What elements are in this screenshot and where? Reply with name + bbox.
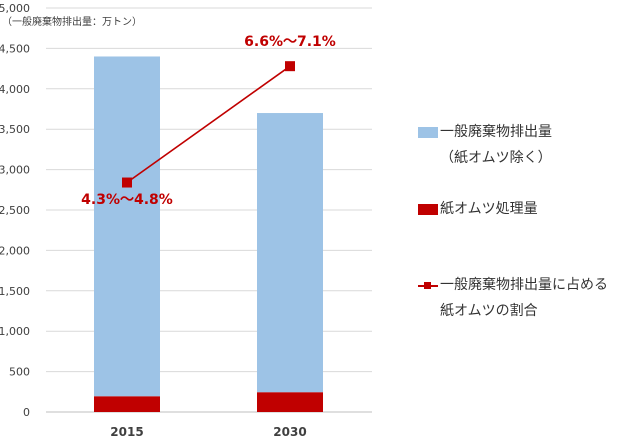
legend-swatch-line — [418, 280, 438, 291]
x-tick-label: 2015 — [110, 425, 143, 438]
bar-segment — [257, 392, 323, 412]
ratio-line — [126, 65, 291, 184]
x-axis: 2015 2030 — [110, 425, 306, 438]
y-tick-label: 2,000 — [0, 244, 30, 257]
bar-segment — [94, 56, 160, 397]
legend-item-diaper-volume[interactable]: 紙オムツ処理量 — [418, 196, 538, 222]
ratio-marker — [285, 61, 295, 72]
ratio-marker — [122, 177, 132, 188]
y-tick-label: 4,000 — [0, 83, 30, 96]
legend-label: 紙オムツの割合 — [440, 303, 538, 319]
bar-line-chart: 0 500 1,000 1,500 2,000 2,500 3,000 3,500 4,000 4… — [0, 2, 372, 438]
legend: 一般廃棄物排出量 （紙オムツ除く） — [418, 119, 552, 171]
bar-segment — [257, 113, 323, 393]
legend-label: 一般廃棄物排出量 — [440, 124, 552, 140]
y-axis: 0 500 1,000 1,500 2,000 2,500 3,000 3,500 4,000 4… — [0, 2, 30, 419]
legend-label: 一般廃棄物排出量に占める — [440, 277, 608, 293]
legend-label: 紙オムツ処理量 — [440, 201, 538, 217]
legend-3: 一般廃棄物排出量に占める 紙オムツの割合 — [418, 272, 608, 324]
legend-item-general-waste-sub: （紙オムツ除く） — [418, 145, 552, 171]
legend-item-diaper-ratio-sub: 紙オムツの割合 — [418, 298, 608, 324]
legend-item-general-waste[interactable]: 一般廃棄物排出量 — [418, 119, 552, 145]
ratio-data-label: 4.3%～4.8% — [81, 192, 173, 208]
ratio-data-label: 6.6%～7.1% — [244, 34, 336, 50]
y-tick-label: 1,000 — [0, 325, 30, 338]
y-tick-label: 5,000 — [0, 2, 30, 15]
legend-item-diaper-ratio[interactable]: 一般廃棄物排出量に占める — [418, 272, 608, 298]
y-tick-label: 0 — [23, 406, 30, 419]
x-tick-label: 2030 — [273, 425, 306, 438]
y-tick-label: 3,000 — [0, 164, 30, 177]
legend-label: （紙オムツ除く） — [440, 150, 552, 166]
bar-segment — [94, 396, 160, 412]
y-tick-label: 2,500 — [0, 204, 30, 217]
legend-swatch-blue — [418, 126, 438, 138]
legend-2: 紙オムツ処理量 — [418, 196, 538, 222]
y-tick-label: 1,500 — [0, 285, 30, 298]
bars — [94, 56, 323, 412]
y-tick-label: 4,500 — [0, 42, 30, 55]
y-axis-unit-label: （一般廃棄物排出量：万トン） — [2, 15, 142, 28]
legend-swatch-red — [418, 203, 438, 215]
ratio-line-series: 4.3%～4.8% 6.6%～7.1% — [81, 34, 336, 208]
y-tick-label: 500 — [9, 366, 30, 379]
y-tick-label: 3,500 — [0, 123, 30, 136]
